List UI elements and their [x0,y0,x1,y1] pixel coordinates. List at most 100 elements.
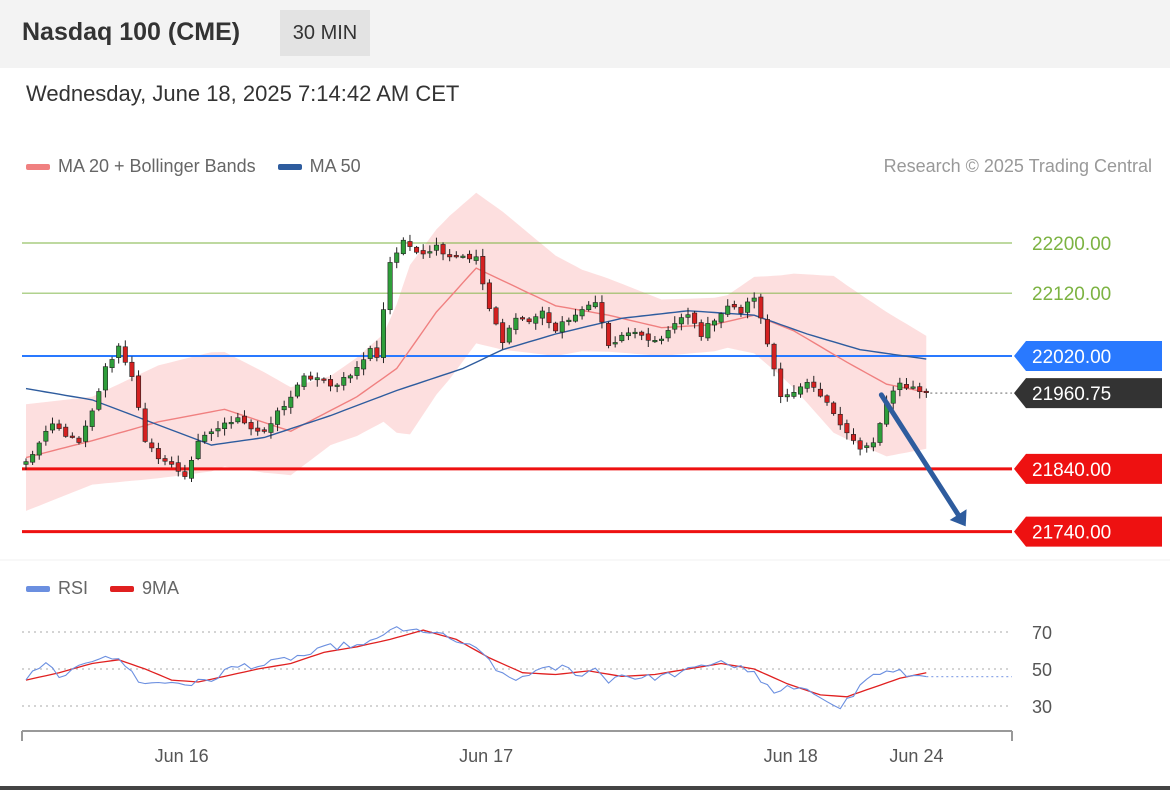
main-legend: MA 20 + Bollinger Bands MA 50 [26,156,383,177]
candle-body [83,425,89,442]
level-label-resistance: 22200.00 [1032,234,1111,255]
time-axis [21,730,1013,741]
candle-body [745,301,751,313]
candle-body [811,381,817,388]
candle-body [268,423,274,433]
candle-body [519,317,525,320]
rsi-tick-label: 30 [1032,697,1052,717]
candle-body [864,445,870,448]
candle-body [63,426,69,437]
level-label-resistance: 22120.00 [1032,284,1111,305]
candle-body [513,317,519,330]
candle-body [539,310,545,319]
candle-body [566,319,572,322]
candle-body [321,378,327,381]
candle-body [367,348,373,359]
candle-body [764,319,770,345]
candle-body [49,423,55,431]
candle-body [56,423,62,429]
candle-body [665,330,671,339]
candle-body [400,239,406,255]
candle-body [506,327,512,343]
candle-body [467,253,473,260]
legend-item-ma50: MA 50 [277,156,361,177]
candle-body [804,382,810,389]
candle-body [890,390,896,404]
candle-body [758,296,764,319]
bottom-border [0,786,1170,790]
candle-body [69,435,75,438]
candle-body [718,313,724,323]
candle-body [625,332,631,337]
candle-body [831,402,837,414]
candle-body [341,377,347,386]
rsi-tick-label: 50 [1032,660,1052,680]
candle-body [632,331,638,335]
candle-body [261,429,267,432]
legend-label-9ma: 9MA [142,578,180,598]
candle-body [43,430,49,442]
rsi-legend: RSI 9MA [26,578,201,599]
x-tick-label: Jun 17 [459,746,513,766]
candle-body [837,413,843,426]
ma50-swatch [277,163,302,170]
candle-body [698,322,704,337]
candle-body [844,423,850,434]
candle-body [678,317,684,325]
candle-body [791,391,797,397]
level-tag-support-bg [1014,516,1162,547]
rsi-line [25,626,927,710]
candle-body [142,408,148,442]
candle-body [301,375,307,387]
candle-body [798,386,804,395]
candle-body [76,437,82,443]
level-tag-support-text: 21840.00 [1032,460,1111,481]
candle-body [572,314,578,322]
candle-body [407,241,413,247]
candle-body [725,305,731,315]
candle-body [592,302,598,308]
candle-body [599,302,605,323]
candle-body [314,377,320,381]
copyright-text: Research © 2025 Trading Central [883,156,1152,176]
candle-body [427,251,433,254]
candle-body [579,309,585,317]
candle-body [500,322,506,343]
candle-body [149,442,155,449]
rsi-9ma-line [25,629,927,698]
candle-body [36,442,42,456]
candle-body [546,312,552,324]
candle-body [606,322,612,346]
candle-body [89,410,95,427]
candle-body [202,434,208,442]
ma9-swatch [110,585,135,592]
legend-label-bollinger: MA 20 + Bollinger Bands [58,156,256,176]
candle-body [255,427,261,432]
candle-body [175,462,181,472]
last-price-tag-bg [1014,378,1162,409]
ma50-line [25,310,927,446]
last-price-tag: 21960.75 [1014,378,1162,409]
candle-body [738,306,744,314]
candle-body [162,458,168,462]
candle-body [228,422,234,425]
candle-body [394,252,400,263]
interval-button[interactable]: 30 MIN [280,10,370,56]
candle-body [897,382,903,391]
candle-body [705,323,711,339]
candle-body [275,410,281,425]
legend-label-ma50: MA 50 [309,156,361,176]
candle-body [857,440,863,450]
candle-body [771,343,777,370]
candle-body [903,384,909,389]
candle-body [361,359,367,370]
candle-body [850,434,856,441]
candle-body [486,282,492,309]
level-tag-support-bg [1014,453,1162,484]
candle-body [480,255,486,285]
forecast-arrow-shaft [878,392,961,518]
candle-body [877,423,883,443]
candle-body [387,262,393,311]
x-tick-label: Jun 24 [889,746,943,766]
